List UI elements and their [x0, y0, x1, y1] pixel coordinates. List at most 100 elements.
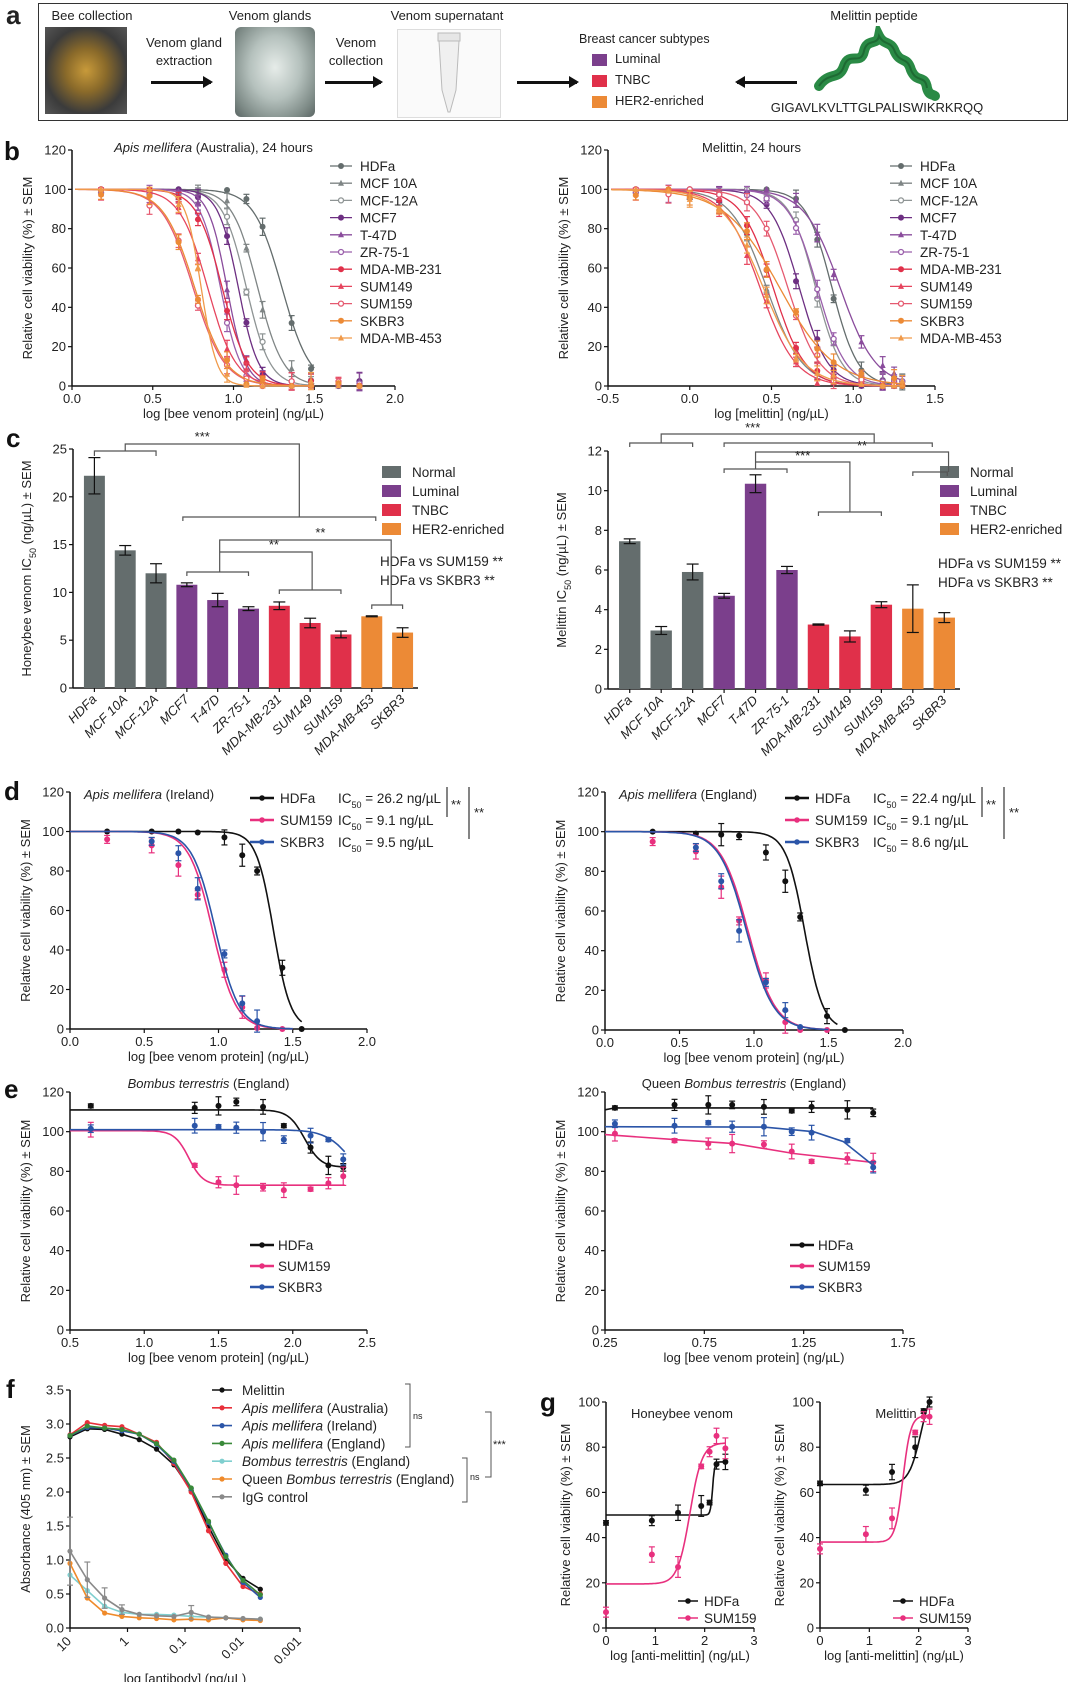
y-axis-label: Relative cell viability (%) ± SEM: [553, 820, 568, 1003]
legend-marker: [338, 266, 344, 273]
data-point: [808, 1103, 815, 1110]
melittin-peptide-label: Melittin peptide: [830, 8, 918, 23]
data-point: [713, 1432, 720, 1439]
data-point: [760, 1103, 767, 1110]
x-tick-label: 0.01: [218, 1634, 247, 1663]
data-point: [194, 199, 201, 206]
data-point: [280, 1187, 287, 1194]
data-point: [743, 241, 750, 248]
y-tick-label: 20: [52, 339, 66, 354]
y-tick-label: 5: [60, 633, 67, 648]
x-tick-label: 1.75: [890, 1335, 915, 1350]
data-point: [793, 308, 800, 315]
data-point: [194, 829, 201, 836]
x-tick-label: 10: [53, 1634, 74, 1655]
data-point: [830, 271, 837, 278]
fit-curve: [605, 830, 829, 1031]
fit-curve: [820, 1400, 931, 1486]
data-point: [102, 1425, 108, 1431]
significance-label: ns: [413, 1411, 423, 1421]
legend-label: TNBC: [412, 503, 449, 518]
y-tick-label: 0: [807, 1621, 814, 1636]
arrow-right-icon: [517, 76, 579, 87]
y-tick-label: 2.5: [46, 1451, 64, 1466]
data-point: [325, 1136, 332, 1143]
bee-photo: [45, 27, 127, 114]
series-mda-mb-231: [75, 186, 363, 391]
series-mcf7: [75, 186, 363, 391]
data-point: [716, 206, 723, 213]
data-point: [782, 1007, 789, 1014]
y-tick-label: 40: [585, 943, 599, 958]
y-tick-label: 0: [592, 1323, 599, 1338]
melittin-sequence: GIGAVLKVLTTGLPALISWIKRKRQQ: [770, 100, 984, 115]
data-point: [153, 1441, 160, 1447]
chart-title: Apis mellifera (Ireland): [83, 787, 214, 802]
series-apis-mellifera-england-: [67, 1423, 263, 1598]
legend-marker: [799, 1242, 805, 1248]
data-point: [830, 359, 837, 366]
fit-curve: [606, 1461, 726, 1516]
chart-f: 0.0 0.5 1.0 1.5 2.0 2.5 3.0 3.5 10 1 0.1 0.01 0.001 l…: [18, 1383, 507, 1682]
legend-marker: [685, 1598, 691, 1604]
y-tick-label: 2: [595, 642, 602, 657]
arrow-right-icon: [151, 76, 213, 87]
y-tick-label: 80: [50, 864, 64, 879]
data-point: [926, 1413, 933, 1420]
x-axis-label: log [melittin] (ng/µL): [714, 406, 828, 421]
legend-marker: [259, 839, 265, 845]
significance-bracket: [182, 516, 377, 521]
data-point: [257, 1616, 263, 1622]
y-tick-label: 60: [585, 904, 599, 919]
y-tick-label: 80: [50, 1164, 64, 1179]
significance-label: **: [857, 438, 867, 453]
data-point: [340, 1173, 347, 1180]
data-point: [879, 382, 886, 389]
workflow-panel: Bee collection Venom gland extraction Ve…: [38, 3, 1068, 121]
data-point: [224, 233, 231, 240]
legend-label: Normal: [970, 465, 1014, 480]
y-tick-label: 20: [585, 983, 599, 998]
x-tick-label: 0: [816, 1633, 823, 1648]
legend-swatch: [382, 523, 401, 535]
series-queen-bombus-terrestris-england-: [67, 1560, 263, 1624]
data-point: [844, 1155, 851, 1162]
significance-bracket: [754, 451, 950, 472]
bar-hdfa: [83, 475, 105, 688]
series-hdfa: [70, 828, 305, 1032]
legend-label: Luminal: [970, 484, 1017, 499]
chart-title: Queen Bombus terrestris (England): [642, 1076, 847, 1091]
data-line: [69, 1550, 261, 1620]
data-point: [224, 197, 231, 204]
x-axis-label: log [antibody] (ng/µL): [124, 1671, 246, 1682]
significance-bracket: [405, 1383, 411, 1448]
data-point: [649, 838, 656, 845]
legend-label: HDFa: [278, 1238, 314, 1253]
y-tick-label: 60: [588, 261, 602, 276]
legend-label: T-47D: [360, 228, 397, 243]
y-tick-label: 3.0: [46, 1417, 64, 1432]
data-point: [119, 1426, 125, 1433]
fit-curve: [611, 188, 903, 387]
data-point: [223, 1615, 229, 1621]
y-axis-label: Relative cell viability (%) ± SEM: [556, 177, 571, 360]
y-tick-label: 80: [585, 1164, 599, 1179]
y-axis-label: Relative cell viability (%) ± SEM: [553, 1120, 568, 1303]
x-tick-label: 2: [701, 1633, 708, 1648]
legend-marker: [898, 231, 904, 238]
legend-marker: [259, 817, 265, 823]
legend-label: SKBR3: [818, 1280, 862, 1295]
data-point: [223, 1560, 229, 1566]
data-point: [98, 185, 105, 192]
y-tick-label: 20: [800, 1575, 814, 1590]
data-point: [298, 1026, 305, 1032]
y-tick-label: 120: [42, 785, 64, 800]
legend-label: Melittin: [242, 1383, 285, 1398]
data-point: [175, 862, 182, 869]
legend-label: MDA-MB-453: [920, 331, 1002, 346]
legend-marker: [900, 1615, 906, 1621]
x-tick-label: MCF7: [694, 692, 730, 728]
data-point: [280, 1122, 287, 1129]
y-tick-label: 60: [50, 1204, 64, 1219]
